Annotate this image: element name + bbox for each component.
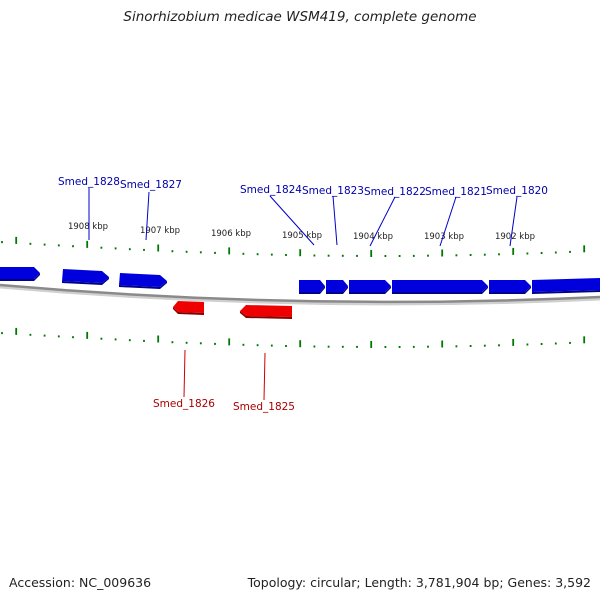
reverse-genes	[173, 301, 292, 319]
gene-arrow-forward[interactable]	[349, 280, 391, 294]
gene-arrow-forward[interactable]	[326, 280, 348, 294]
genome-backbone	[0, 283, 600, 304]
genome-summary: Topology: circular; Length: 3,781,904 bp…	[247, 575, 591, 590]
gene-label[interactable]: Smed_1823	[302, 185, 364, 197]
gene-label[interactable]: Smed_1828	[58, 176, 120, 188]
gene-label[interactable]: Smed_1820	[486, 185, 548, 197]
gene-arrow-forward[interactable]	[392, 280, 488, 294]
kbp-label: 1905 kbp	[282, 231, 322, 241]
gene-arrow-reverse[interactable]	[173, 301, 204, 315]
gene-label[interactable]: Smed_1825	[233, 401, 295, 413]
kbp-label: 1907 kbp	[140, 226, 180, 236]
kbp-label: 1902 kbp	[495, 232, 535, 242]
scale-ticks-top	[1, 236, 586, 257]
gene-label[interactable]: Smed_1827	[120, 179, 182, 191]
gene-arrow-reverse[interactable]	[240, 305, 292, 319]
gene-label[interactable]: Smed_1821	[425, 186, 487, 198]
scale-ticks-bottom	[1, 327, 586, 348]
kbp-label: 1904 kbp	[353, 232, 393, 242]
kbp-label: 1908 kbp	[68, 222, 108, 232]
forward-genes	[0, 267, 600, 294]
kbp-label: 1906 kbp	[211, 229, 251, 239]
gene-arrow-forward[interactable]	[62, 269, 109, 285]
label-leaders	[88, 188, 518, 401]
kbp-label: 1903 kbp	[424, 232, 464, 242]
gene-label[interactable]: Smed_1824	[240, 184, 302, 196]
gene-arrow-forward[interactable]	[532, 278, 600, 294]
map-title: Sinorhizobium medicae WSM419, complete g…	[123, 9, 477, 25]
accession-label: Accession: NC_009636	[9, 575, 152, 590]
gene-arrow-forward[interactable]	[0, 267, 40, 281]
gene-label[interactable]: Smed_1826	[153, 398, 215, 410]
genome-backbone-shadow	[0, 285, 600, 306]
gene-arrow-forward[interactable]	[119, 273, 167, 289]
gene-arrow-forward[interactable]	[299, 280, 325, 294]
gene-arrow-forward[interactable]	[489, 280, 531, 294]
gene-label[interactable]: Smed_1822	[364, 186, 426, 198]
